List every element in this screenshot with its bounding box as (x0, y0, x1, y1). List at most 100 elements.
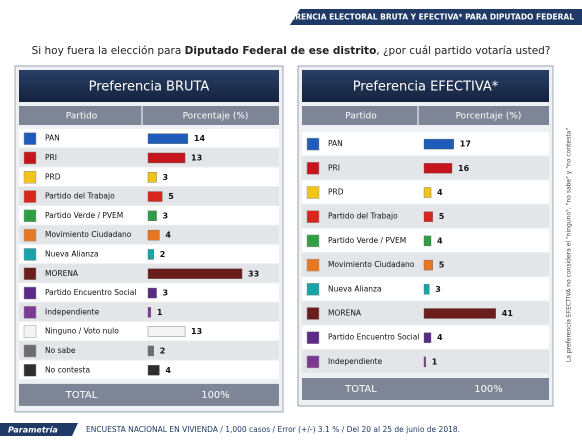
category-label: Partido Encuentro Social (328, 333, 419, 342)
value-label: 13 (191, 153, 202, 162)
category-label: Partido Verde / PVEM (328, 236, 406, 245)
party-icon (306, 307, 320, 320)
bar (147, 229, 160, 241)
category-label: PRI (45, 153, 57, 162)
party-icon (23, 306, 37, 319)
footer-brand-bg (0, 423, 78, 436)
bar (423, 308, 496, 319)
party-icon (23, 248, 37, 261)
question-part: , ¿por cuál partido votaría usted? (376, 45, 550, 57)
party-icon (306, 186, 320, 199)
category-label: PAN (328, 139, 343, 148)
category-label: Partido Encuentro Social (45, 288, 136, 297)
bar (423, 187, 432, 198)
category-label: No sabe (45, 346, 76, 355)
category-label: Movimiento Ciudadano (45, 230, 132, 239)
bar (147, 365, 160, 376)
value-label: 4 (437, 236, 443, 245)
bar (423, 284, 430, 295)
category-label: PRD (328, 188, 344, 197)
category-label: Partido del Trabajo (45, 192, 115, 201)
bar (147, 249, 154, 260)
question-bold: Diputado Federal de ese distrito (185, 45, 377, 57)
bar (147, 210, 157, 222)
party-icon (23, 325, 37, 338)
category-label: PAN (45, 134, 60, 143)
party-icon (23, 190, 37, 203)
party-icon (23, 267, 37, 280)
party-icon (23, 286, 37, 300)
total-row (302, 378, 549, 400)
value-label: 16 (458, 164, 470, 173)
footer (0, 420, 582, 442)
panel-header (19, 70, 279, 102)
footer-text: ENCUESTA NACIONAL EN VIVIENDA / 1,000 ca… (86, 425, 460, 434)
total-value: 100% (201, 390, 230, 401)
column-header: Partido (345, 112, 377, 122)
column-header: Porcentaje (%) (183, 112, 249, 122)
bar (423, 332, 432, 343)
party-icon (306, 258, 320, 272)
category-label: PRI (328, 163, 340, 172)
category-label: No contesta (45, 365, 90, 374)
footer-brand: Parametría (8, 426, 58, 435)
category-label: MORENA (45, 269, 79, 278)
value-label: 2 (160, 346, 166, 355)
question: Si hoy fuera la elección para Diputado F… (32, 45, 551, 57)
party-icon (306, 137, 320, 151)
bar (423, 138, 454, 150)
column-header-bg (302, 106, 549, 125)
value-label: 3 (163, 211, 169, 220)
bar (147, 133, 189, 144)
category-label: Ninguno / Voto nulo (45, 327, 119, 336)
category-label: MORENA (328, 309, 362, 318)
bar (147, 268, 243, 279)
header-bar (290, 9, 582, 25)
value-label: 3 (163, 289, 169, 298)
value-label: 4 (165, 366, 171, 375)
party-icon (306, 210, 320, 223)
column-header: Porcentaje (%) (456, 112, 522, 122)
party-icon (23, 364, 37, 377)
bar (423, 356, 426, 368)
bar (423, 163, 453, 174)
value-label: 14 (194, 134, 206, 143)
category-label: Partido Verde / PVEM (45, 211, 123, 220)
category-label: Partido del Trabajo (328, 212, 398, 221)
value-label: 5 (439, 261, 445, 270)
question-part: Si hoy fuera la elección para (32, 45, 185, 57)
category-label: Nueva Alianza (328, 284, 382, 293)
party-icon (306, 283, 320, 296)
panel-header (302, 70, 549, 102)
category-label: Independiente (45, 307, 100, 316)
bar (423, 259, 433, 271)
panel-title: Preferencia BRUTA (89, 80, 210, 95)
party-icon (306, 234, 320, 248)
party-icon (306, 355, 320, 369)
category-label: Nueva Alianza (45, 249, 99, 258)
value-label: 2 (160, 250, 166, 259)
total-row (19, 383, 279, 406)
value-label: 4 (437, 333, 443, 342)
panel-title: Preferencia EFECTIVA* (353, 80, 499, 95)
header-title: PREFERENCIA ELECTORAL BRUTA Y EFECTIVA* … (269, 13, 575, 22)
value-label: 5 (439, 212, 445, 221)
total-label: TOTAL (344, 384, 377, 395)
value-label: 3 (435, 285, 441, 294)
value-label: 1 (157, 308, 163, 317)
bar (423, 235, 432, 247)
bar (147, 172, 157, 183)
bar (423, 211, 433, 222)
bar (147, 191, 163, 202)
value-label: 4 (437, 188, 443, 197)
total-label: TOTAL (65, 390, 98, 401)
value-label: 13 (191, 327, 202, 336)
value-label: 4 (165, 231, 171, 240)
column-header: Partido (66, 112, 98, 122)
value-label: 3 (163, 173, 169, 182)
category-label: Independiente (328, 357, 383, 366)
party-icon (23, 132, 37, 145)
party-icon (23, 344, 37, 358)
party-icon (23, 171, 37, 184)
